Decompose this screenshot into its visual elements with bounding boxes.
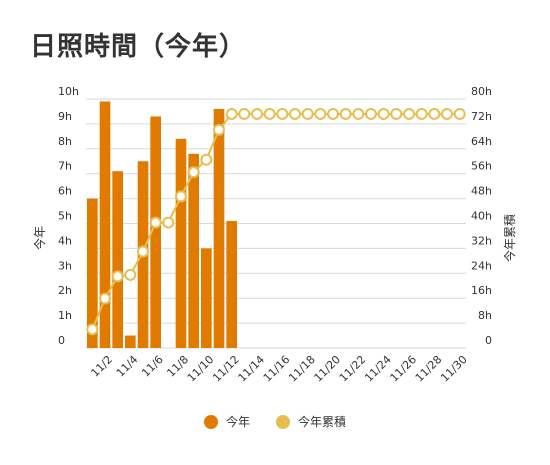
cumulative-point — [390, 107, 403, 120]
cumulative-point — [301, 107, 314, 120]
x-tick-label: 11/28 — [413, 353, 445, 385]
left-tick-label: 6h — [58, 185, 72, 198]
x-tick-label: 11/24 — [362, 353, 394, 385]
x-axis-ticks: 11/211/411/611/811/1011/1211/1411/1611/1… — [88, 353, 469, 385]
right-tick-label: 72h — [471, 110, 492, 123]
sunshine-bar — [226, 221, 237, 348]
right-axis-ticks: 0 8h 16h 24h 32h 40h 48h 56h 64h 72h 80h — [471, 85, 492, 347]
left-tick-label: 5h — [58, 210, 72, 223]
left-tick-label: 1h — [58, 309, 72, 322]
cumulative-point — [213, 123, 225, 136]
x-tick-label: 11/30 — [438, 353, 470, 385]
right-tick-label: 32h — [471, 234, 492, 247]
sunshine-bar — [213, 108, 225, 349]
cumulative-point — [187, 166, 200, 179]
sunshine-bar — [150, 116, 161, 349]
cumulative-point — [428, 107, 441, 120]
cumulative-point — [289, 107, 301, 120]
right-tick-label: 80h — [471, 85, 492, 98]
x-tick-label: 11/14 — [236, 353, 268, 385]
left-axis-title: 今年 — [32, 226, 47, 250]
x-tick-label: 11/10 — [185, 353, 217, 385]
cumulative-point — [238, 107, 251, 120]
legend-bar-label: 今年 — [225, 415, 250, 429]
cumulative-point — [225, 107, 238, 120]
cumulative-point — [365, 107, 377, 120]
x-tick-label: 11/20 — [312, 353, 344, 385]
right-tick-label: 64h — [471, 135, 492, 148]
sunshine-bar — [175, 138, 187, 348]
cumulative-point — [453, 107, 466, 120]
cumulative-point — [124, 268, 137, 281]
chart-title: 日照時間（今年） — [30, 32, 247, 62]
left-tick-label: 7h — [58, 160, 72, 173]
cumulative-series — [86, 107, 466, 336]
left-tick-label: 3h — [58, 259, 72, 272]
sunshine-bar — [87, 198, 98, 348]
left-axis-ticks: 0 1h 2h 3h 4h 5h 6h 7h 8h 9h 10h — [58, 85, 79, 347]
cumulative-point — [339, 107, 352, 120]
sunshine-bar — [125, 335, 136, 348]
cumulative-point — [149, 216, 162, 229]
left-tick-label: 10h — [58, 85, 79, 98]
cumulative-point — [200, 153, 213, 166]
bar-color-swatch — [203, 414, 218, 429]
cumulative-point — [352, 107, 365, 120]
cumulative-point — [415, 107, 428, 120]
cumulative-point — [86, 323, 99, 336]
x-tick-label: 11/26 — [388, 353, 420, 385]
right-tick-label: 40h — [471, 210, 492, 223]
left-tick-label: 4h — [58, 234, 72, 247]
left-tick-label: 8h — [58, 135, 72, 148]
sunshine-chart: 0 1h 2h 3h 4h 5h 6h 7h 8h 9h 10h 0 8h 16h 24h 32h 40h 48… — [32, 85, 517, 385]
x-tick-label: 11/16 — [261, 353, 293, 385]
x-tick-label: 11/6 — [139, 353, 166, 380]
right-tick-label: 8h — [478, 309, 492, 322]
x-tick-label: 11/22 — [337, 353, 369, 385]
line-color-swatch — [276, 414, 290, 429]
cumulative-point — [175, 190, 187, 203]
legend-item-bar[interactable]: 今年 — [203, 413, 250, 430]
cumulative-point — [276, 107, 289, 120]
legend: 今年 今年累積 — [0, 413, 550, 430]
sunshine-bar — [188, 153, 199, 348]
sunshine-bar — [201, 248, 212, 348]
cumulative-point — [314, 107, 327, 120]
cumulative-point — [377, 107, 390, 120]
right-tick-label: 56h — [471, 160, 492, 173]
cumulative-point — [403, 107, 415, 120]
left-tick-label: 0 — [58, 334, 65, 347]
right-tick-label: 24h — [471, 259, 492, 272]
grid-lines — [86, 98, 466, 349]
x-tick-label: 11/12 — [210, 353, 242, 385]
sunshine-bar — [99, 101, 111, 349]
left-tick-label: 9h — [58, 110, 72, 123]
right-axis-title: 今年累積 — [502, 214, 517, 262]
legend-line-label: 今年累積 — [298, 415, 347, 429]
cumulative-point — [327, 107, 339, 120]
cumulative-point — [441, 107, 453, 120]
right-tick-label: 48h — [471, 185, 492, 198]
cumulative-point — [137, 245, 149, 258]
x-tick-label: 11/2 — [88, 353, 115, 380]
sunshine-bar — [112, 171, 123, 348]
right-tick-label: 16h — [471, 284, 492, 297]
cumulative-point — [99, 292, 111, 305]
left-tick-label: 2h — [58, 284, 72, 297]
legend-item-line[interactable]: 今年累積 — [276, 413, 346, 430]
x-tick-label: 11/18 — [286, 353, 318, 385]
cumulative-point — [251, 107, 263, 120]
cumulative-point — [162, 216, 175, 229]
right-tick-label: 0 — [485, 334, 492, 347]
cumulative-point — [111, 270, 124, 283]
cumulative-point — [263, 107, 276, 120]
x-tick-label: 11/4 — [114, 353, 141, 380]
